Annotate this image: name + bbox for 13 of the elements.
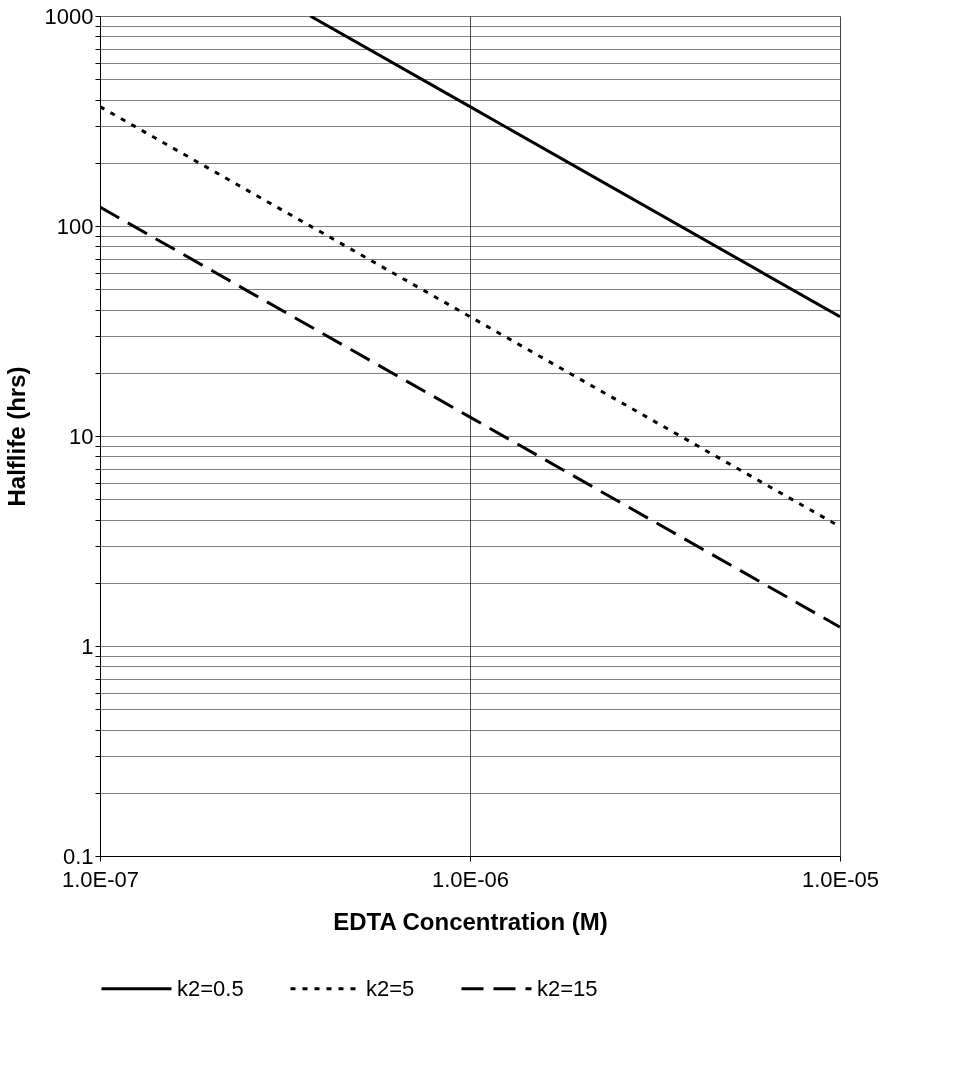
legend-label: k2=0.5 <box>177 975 244 1001</box>
y-tick-label: 1000 <box>44 3 94 29</box>
legend-label: k2=5 <box>366 975 415 1001</box>
x-axis-title: EDTA Concentration (M) <box>333 907 608 935</box>
y-tick-label: 0.1 <box>62 843 94 869</box>
y-tick-label: 100 <box>56 213 94 239</box>
legend-label: k2=15 <box>537 975 598 1001</box>
x-tick-label: 1.0E-06 <box>431 866 510 892</box>
y-tick-label: 10 <box>69 423 94 449</box>
x-tick-label: 1.0E-07 <box>61 866 140 892</box>
y-axis-title: Halflife (hrs) <box>2 366 30 507</box>
x-tick-label: 1.0E-05 <box>801 866 880 892</box>
y-tick-label: 1 <box>81 633 94 659</box>
